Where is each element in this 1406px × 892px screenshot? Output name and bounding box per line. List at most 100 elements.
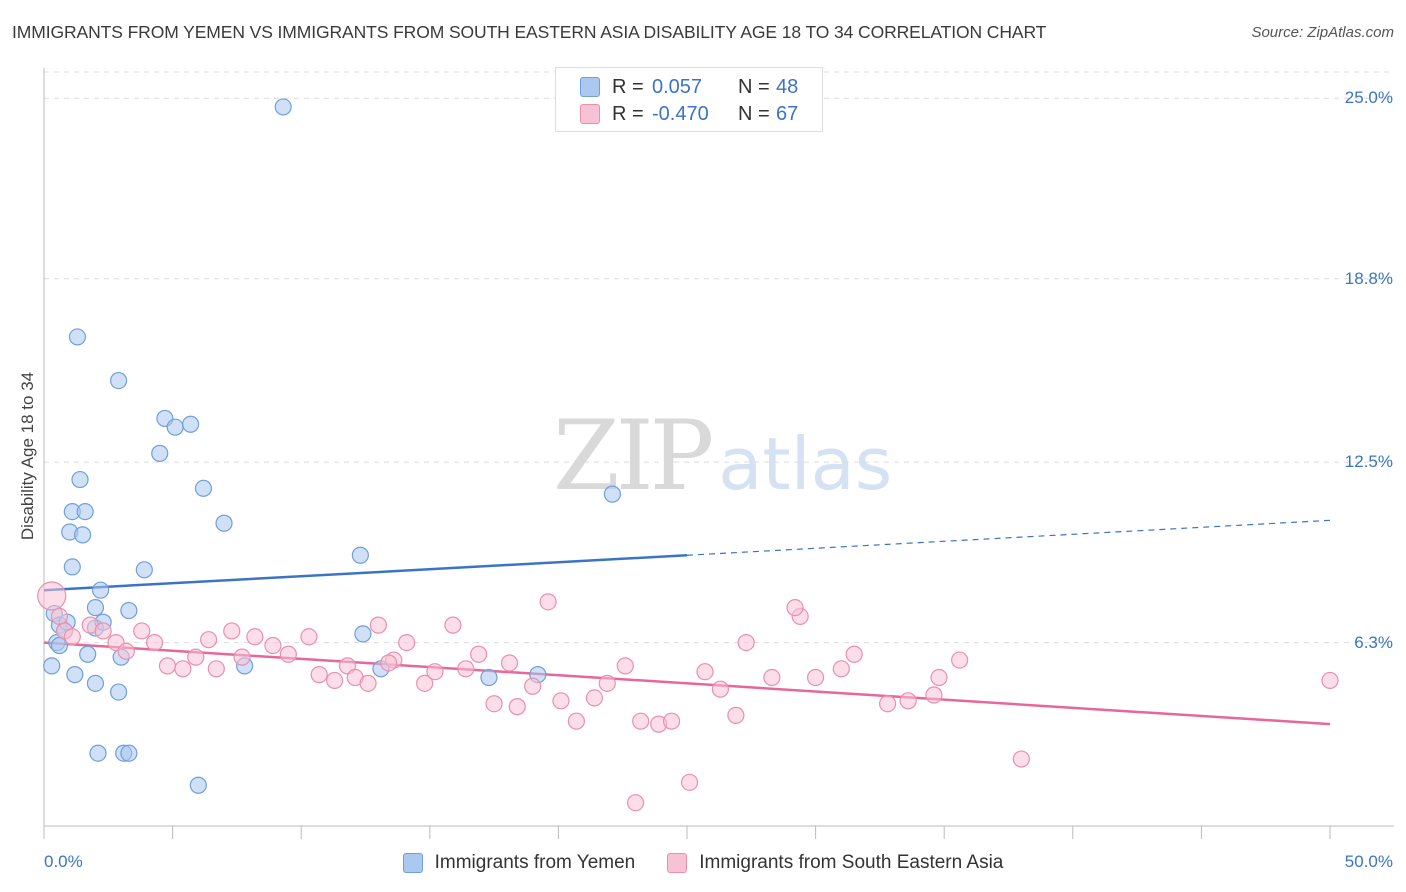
point-seasia (616, 657, 634, 675)
point-seasia (845, 645, 863, 663)
legend-row-yemen: R = 0.057 N = 48 (580, 74, 798, 100)
axes (43, 68, 1394, 839)
legend-label-seasia: Immigrants from South Eastern Asia (699, 852, 1004, 873)
point-seasia (598, 674, 616, 692)
y-tick-label: 6.3% (1354, 632, 1393, 652)
point-seasia (470, 645, 488, 663)
point-seasia (925, 686, 943, 704)
trend-line-seasia (43, 641, 1331, 726)
point-yemen (109, 371, 128, 390)
point-yemen (89, 744, 107, 762)
point-yemen (480, 668, 498, 687)
correlation-legend: R = 0.057 N = 48 R = -0.470 N = 67 (555, 67, 823, 132)
point-seasia (662, 712, 681, 730)
point-seasia (398, 633, 416, 652)
point-seasia (310, 666, 328, 684)
trend-line-yemen-extrapolated (686, 519, 1331, 556)
point-seasia (94, 622, 112, 640)
point-seasia (899, 692, 917, 710)
point-seasia (63, 628, 81, 646)
point-yemen (43, 657, 61, 675)
point-seasia (279, 645, 297, 663)
x-tick-label-min: 0.0% (44, 852, 83, 871)
point-seasia (369, 616, 387, 634)
watermark-zip: ZIP (553, 400, 714, 512)
n-label: N = (738, 102, 770, 125)
r-label: R = (612, 75, 644, 98)
point-seasia (711, 680, 730, 698)
legend-item-yemen: Immigrants from Yemen (402, 852, 636, 874)
y-axis-label: Disability Age 18 to 34 (18, 371, 37, 541)
point-seasia (223, 622, 241, 640)
point-yemen (354, 625, 372, 643)
point-seasia (233, 648, 251, 666)
point-seasia (1012, 750, 1030, 768)
watermark-atlas: atlas (718, 422, 893, 506)
point-yemen (76, 502, 94, 521)
point-seasia (174, 660, 192, 678)
chart-title: IMMIGRANTS FROM YEMEN VS IMMIGRANTS FROM… (12, 22, 1047, 42)
y-tick-label: 18.8% (1344, 268, 1393, 288)
point-seasia (426, 663, 444, 681)
point-yemen (109, 683, 128, 701)
point-seasia (359, 674, 377, 692)
point-yemen (63, 558, 81, 576)
point-seasia (117, 642, 135, 660)
point-yemen (182, 415, 200, 433)
n-value: 48 (776, 75, 799, 98)
point-seasia (539, 593, 557, 611)
data-points (37, 98, 1339, 812)
point-seasia (37, 581, 67, 611)
trend-lines (43, 519, 1331, 726)
point-seasia (145, 633, 164, 652)
point-seasia (879, 695, 897, 713)
point-yemen (79, 645, 97, 663)
legend-swatch-seasia (580, 104, 600, 124)
point-seasia (207, 660, 225, 678)
point-yemen (135, 561, 153, 579)
point-yemen (71, 470, 89, 489)
legend-swatch-yemen (580, 77, 600, 97)
point-seasia (806, 668, 825, 687)
point-seasia (326, 671, 344, 690)
point-yemen (194, 479, 213, 497)
point-seasia (380, 654, 398, 672)
point-seasia (133, 622, 151, 640)
x-tick-label-max: 50.0% (1344, 852, 1393, 871)
point-seasia (786, 599, 804, 617)
point-yemen (86, 599, 105, 617)
point-seasia (50, 607, 69, 625)
point-yemen (73, 526, 92, 544)
point-seasia (552, 692, 570, 710)
point-seasia (246, 628, 264, 646)
point-yemen (274, 98, 292, 116)
point-seasia (187, 648, 205, 666)
point-yemen (86, 674, 105, 692)
point-seasia (727, 706, 745, 724)
point-seasia (500, 654, 519, 672)
point-seasia (200, 631, 218, 649)
legend-item-seasia: Immigrants from South Eastern Asia (667, 852, 1003, 874)
point-seasia (485, 695, 503, 713)
point-seasia (524, 677, 542, 695)
y-tick-label: 12.5% (1344, 452, 1393, 472)
legend-row-seasia: R = -0.470 N = 67 (580, 101, 798, 127)
point-seasia (737, 633, 755, 652)
grid-lines (44, 71, 1394, 644)
point-seasia (416, 674, 434, 692)
r-value: 0.057 (652, 75, 703, 98)
legend-label-yemen: Immigrants from Yemen (434, 852, 636, 873)
source-label: Source: ZipAtlas.com (1251, 24, 1394, 41)
point-yemen (603, 485, 622, 503)
trend-line-yemen (43, 554, 688, 592)
r-label: R = (612, 102, 644, 125)
point-yemen (68, 328, 87, 346)
point-seasia (457, 660, 475, 678)
point-seasia (300, 628, 318, 646)
point-seasia (585, 689, 604, 707)
point-yemen (351, 546, 369, 564)
point-seasia (264, 636, 282, 655)
point-yemen (120, 744, 138, 762)
y-tick-label: 25.0% (1344, 88, 1393, 108)
point-yemen (151, 444, 169, 462)
